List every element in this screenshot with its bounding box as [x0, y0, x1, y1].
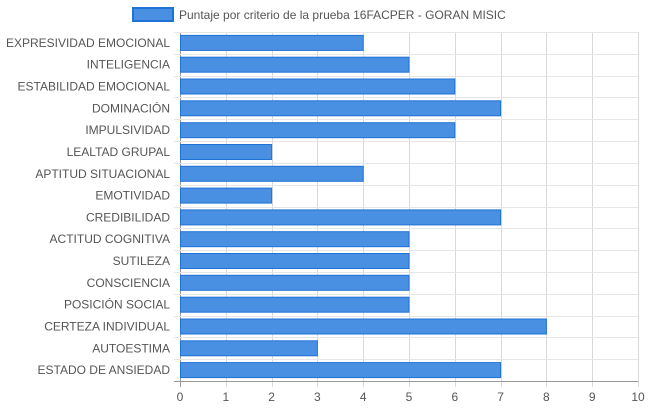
x-tick-label-0: 0: [177, 390, 184, 404]
bar-14[interactable]: [180, 340, 318, 357]
chart-legend[interactable]: Puntaje por criterio de la prueba 16FACP…: [132, 7, 506, 22]
category-label-11: CONSCIENCIA: [87, 276, 170, 290]
x-tick-label-8: 8: [543, 390, 550, 404]
bar-9[interactable]: [180, 231, 410, 248]
category-label-15: ESTADO DE ANSIEDAD: [38, 363, 171, 377]
category-label-12: POSICIÓN SOCIAL: [64, 297, 170, 312]
bar-6[interactable]: [180, 165, 364, 182]
category-label-2: ESTABILIDAD EMOCIONAL: [18, 80, 171, 94]
category-label-6: APTITUD SITUACIONAL: [35, 167, 170, 181]
category-label-1: INTELIGENCIA: [87, 58, 170, 72]
x-tick-label-10: 10: [631, 390, 645, 404]
legend-swatch: [132, 7, 174, 22]
category-label-5: LEALTAD GRUPAL: [67, 145, 171, 159]
x-tick-label-1: 1: [222, 390, 229, 404]
bar-0[interactable]: [180, 34, 364, 51]
category-label-3: DOMINACIÓN: [92, 100, 170, 115]
category-label-0: EXPRESIVIDAD EMOCIONAL: [6, 36, 170, 50]
bar-10[interactable]: [180, 253, 410, 269]
bar-11[interactable]: [180, 274, 410, 291]
category-label-7: EMOTIVIDAD: [95, 189, 170, 203]
bar-12[interactable]: [180, 296, 410, 313]
x-tick-label-6: 6: [451, 390, 458, 404]
legend-label: Puntaje por criterio de la prueba 16FACP…: [179, 8, 506, 22]
category-axis-labels: EXPRESIVIDAD EMOCIONAL INTELIGENCIA ESTABI…: [6, 36, 170, 377]
bar-15[interactable]: [180, 362, 502, 379]
bar-2[interactable]: [180, 78, 456, 95]
bar-5[interactable]: [180, 144, 273, 160]
bar-8[interactable]: [180, 209, 502, 226]
bar-13[interactable]: [180, 318, 547, 335]
x-tick-label-7: 7: [497, 390, 504, 404]
bar-1[interactable]: [180, 56, 410, 73]
value-axis-ticks: 0 1 2 3 4 5 6 7 8 9 10: [177, 390, 645, 404]
bar-4[interactable]: [180, 122, 456, 139]
category-label-13: CERTEZA INDIVIDUAL: [44, 320, 170, 334]
x-tick-label-2: 2: [268, 390, 275, 404]
category-label-14: AUTOESTIMA: [92, 341, 170, 355]
bar-7[interactable]: [180, 187, 273, 204]
category-label-10: SUTILEZA: [113, 254, 170, 268]
category-label-4: IMPULSIVIDAD: [85, 123, 170, 137]
bar-3[interactable]: [180, 100, 502, 117]
x-tick-label-5: 5: [406, 390, 413, 404]
x-tick-label-9: 9: [589, 390, 596, 404]
x-tick-label-4: 4: [360, 390, 367, 404]
x-tick-label-3: 3: [314, 390, 321, 404]
chart-bars: [180, 34, 547, 379]
category-label-9: ACTITUD COGNITIVA: [50, 232, 170, 246]
category-label-8: CREDIBILIDAD: [86, 210, 170, 224]
